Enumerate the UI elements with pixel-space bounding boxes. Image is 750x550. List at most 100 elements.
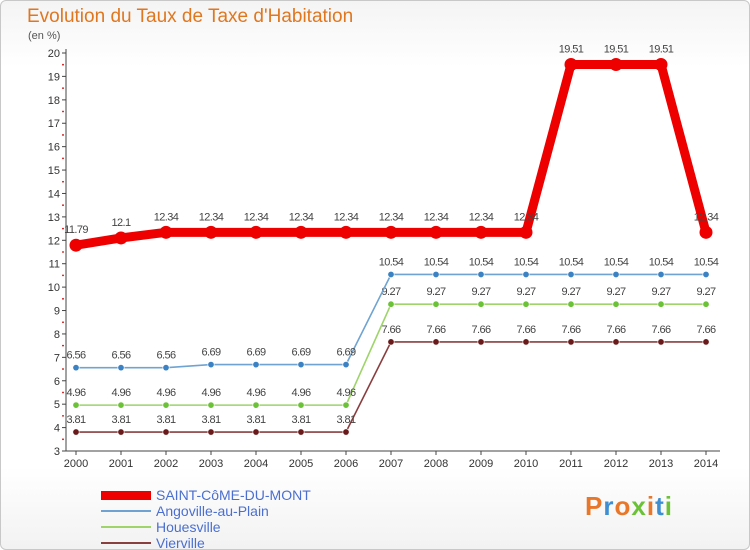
data-label: 10.54 — [514, 256, 539, 268]
data-point — [519, 225, 533, 239]
data-label: 6.69 — [291, 347, 310, 359]
y-minor-tick — [62, 204, 64, 207]
data-label: 3.81 — [336, 414, 355, 426]
x-tick-label: 2004 — [244, 458, 268, 470]
data-point — [204, 225, 218, 239]
data-point — [249, 225, 263, 239]
data-point — [114, 231, 128, 245]
y-minor-tick — [62, 251, 64, 253]
data-point — [117, 428, 125, 436]
data-label: 3.81 — [66, 414, 85, 426]
data-point — [612, 270, 620, 278]
series-1: 6.56 6.56 6.56 6.69 6.69 6.69 6.69 10.54 10.54 10… — [66, 256, 719, 372]
y-minor-tick — [62, 438, 64, 441]
data-label: 12.34 — [469, 211, 494, 223]
x-tick-label: 2002 — [154, 458, 178, 470]
data-label: 3.81 — [111, 414, 130, 426]
data-point — [207, 428, 215, 436]
data-label: 6.56 — [111, 350, 130, 362]
data-point — [477, 338, 485, 346]
data-label: 6.69 — [246, 347, 265, 359]
data-label: 3.81 — [201, 414, 220, 426]
data-point — [297, 401, 305, 409]
legend-swatch — [101, 526, 151, 528]
logo-letter: i — [646, 491, 656, 521]
data-point — [207, 401, 215, 409]
data-label: 10.54 — [469, 256, 494, 268]
x-tick-label: 2005 — [289, 458, 313, 470]
data-label: 19.51 — [559, 43, 584, 55]
y-minor-tick — [62, 63, 64, 66]
x-tick-label: 2014 — [694, 458, 718, 470]
y-minor-tick — [62, 414, 64, 417]
logo-letter: i — [664, 491, 673, 521]
data-point — [654, 57, 668, 71]
data-point — [522, 338, 530, 346]
y-tick-label: 3 — [54, 446, 60, 458]
y-minor-tick — [62, 87, 64, 90]
y-tick-label: 5 — [54, 399, 60, 411]
data-label: 12.34 — [514, 211, 539, 223]
data-label: 6.69 — [336, 347, 355, 359]
data-label: 4.96 — [336, 387, 355, 399]
x-tick-label: 2001 — [109, 458, 133, 470]
y-minor-tick — [62, 157, 64, 160]
data-label: 9.27 — [651, 286, 670, 298]
y-minor-tick — [62, 274, 64, 277]
data-label: 3.81 — [291, 414, 310, 426]
y-minor-tick — [62, 227, 64, 230]
y-tick-label: 19 — [48, 71, 60, 83]
data-point — [429, 225, 443, 239]
data-label: 12.1 — [111, 217, 130, 229]
data-label: 9.27 — [516, 286, 535, 298]
y-tick-label: 13 — [48, 212, 60, 224]
data-point — [564, 57, 578, 71]
data-label: 6.56 — [66, 350, 85, 362]
data-point — [387, 300, 395, 308]
data-label: 3.81 — [246, 414, 265, 426]
data-label: 7.66 — [651, 324, 670, 336]
data-point — [432, 338, 440, 346]
y-tick-label: 12 — [48, 235, 60, 247]
data-label: 19.51 — [604, 43, 629, 55]
data-label: 10.54 — [424, 256, 449, 268]
data-point — [657, 338, 665, 346]
data-label: 19.51 — [649, 43, 674, 55]
data-label: 4.96 — [111, 387, 130, 399]
legend-swatch — [101, 510, 151, 512]
data-point — [609, 57, 623, 71]
x-tick-label: 2006 — [334, 458, 358, 470]
data-point — [612, 300, 620, 308]
data-point — [567, 270, 575, 278]
data-point — [567, 338, 575, 346]
x-tick-label: 2013 — [649, 458, 673, 470]
data-label: 6.69 — [201, 347, 220, 359]
data-label: 9.27 — [696, 286, 715, 298]
data-label: 9.27 — [426, 286, 445, 298]
logo-letter: t — [655, 491, 665, 521]
data-label: 4.96 — [246, 387, 265, 399]
y-tick-label: 11 — [49, 259, 60, 271]
data-label: 7.66 — [471, 324, 490, 336]
data-point — [69, 238, 83, 252]
y-minor-tick — [62, 297, 64, 300]
data-label: 10.54 — [604, 256, 629, 268]
y-minor-tick — [62, 344, 64, 347]
data-label: 4.96 — [66, 387, 85, 399]
data-point — [162, 401, 170, 409]
data-point — [477, 300, 485, 308]
data-point — [159, 225, 173, 239]
data-point — [657, 270, 665, 278]
data-label: 12.34 — [334, 211, 359, 223]
data-point — [252, 401, 260, 409]
data-label: 7.66 — [561, 324, 580, 336]
data-label: 9.27 — [606, 286, 625, 298]
data-point — [117, 364, 125, 372]
logo-letter: r — [603, 491, 615, 521]
data-point — [522, 300, 530, 308]
data-label: 7.66 — [606, 324, 625, 336]
data-point — [387, 270, 395, 278]
data-point — [162, 364, 170, 372]
y-tick-label: 14 — [48, 188, 60, 200]
